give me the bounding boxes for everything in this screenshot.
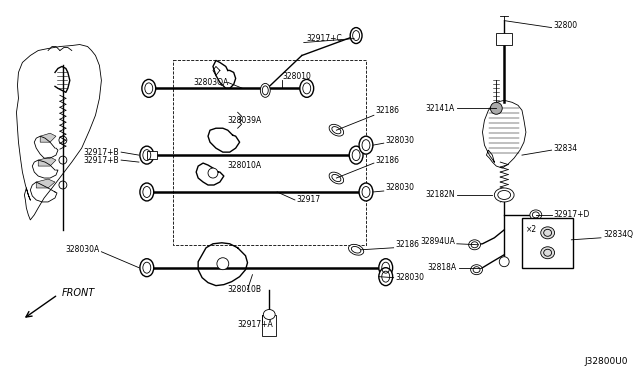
Bar: [522, 218, 573, 268]
Text: 32917+B: 32917+B: [84, 148, 119, 157]
Polygon shape: [36, 179, 55, 188]
Ellipse shape: [541, 247, 555, 259]
Text: 32186: 32186: [376, 155, 400, 164]
Text: 328010B: 328010B: [228, 285, 262, 294]
Ellipse shape: [470, 265, 483, 275]
Ellipse shape: [530, 210, 541, 220]
Text: 328030A: 328030A: [65, 245, 99, 254]
Text: 328030: 328030: [386, 183, 415, 192]
Ellipse shape: [349, 146, 363, 164]
Text: 32917+D: 32917+D: [554, 211, 590, 219]
Text: 328030: 328030: [396, 273, 424, 282]
Polygon shape: [40, 133, 56, 142]
Text: 32186: 32186: [396, 240, 420, 249]
Ellipse shape: [359, 183, 373, 201]
Text: 32834: 32834: [554, 144, 578, 153]
Circle shape: [499, 257, 509, 267]
Polygon shape: [38, 157, 56, 166]
Circle shape: [490, 102, 502, 114]
Circle shape: [217, 258, 228, 270]
Bar: [262, 314, 276, 336]
Ellipse shape: [329, 124, 344, 136]
Ellipse shape: [349, 244, 364, 255]
Text: 32834Q: 32834Q: [603, 230, 633, 239]
Ellipse shape: [142, 79, 156, 97]
Ellipse shape: [140, 146, 154, 164]
Text: 328039A: 328039A: [228, 116, 262, 125]
Ellipse shape: [140, 259, 154, 277]
Bar: [173, 61, 366, 245]
Text: J32800U0: J32800U0: [584, 357, 628, 366]
Ellipse shape: [359, 136, 373, 154]
Ellipse shape: [541, 227, 555, 239]
Circle shape: [208, 168, 218, 178]
Ellipse shape: [379, 259, 393, 277]
Text: 32141A: 32141A: [426, 104, 455, 113]
Text: 32917+A: 32917+A: [237, 320, 273, 329]
Ellipse shape: [329, 172, 344, 184]
Ellipse shape: [379, 268, 393, 286]
Text: 32894UA: 32894UA: [420, 237, 455, 246]
Text: 32917+B: 32917+B: [84, 155, 119, 164]
Text: ×2: ×2: [526, 225, 537, 234]
Bar: [496, 33, 512, 45]
Ellipse shape: [260, 83, 270, 97]
Text: FRONT: FRONT: [62, 288, 95, 298]
Text: 32182N: 32182N: [425, 190, 455, 199]
Ellipse shape: [350, 28, 362, 44]
Ellipse shape: [140, 183, 154, 201]
Ellipse shape: [263, 310, 275, 320]
Ellipse shape: [494, 188, 514, 202]
Text: 32917: 32917: [297, 195, 321, 205]
Text: 32803QA: 32803QA: [193, 78, 228, 87]
Text: 32917+C: 32917+C: [307, 34, 342, 43]
Bar: [147, 151, 157, 159]
Text: 328030: 328030: [386, 136, 415, 145]
Ellipse shape: [300, 79, 314, 97]
Text: 328010: 328010: [282, 72, 311, 81]
Text: 32818A: 32818A: [428, 263, 457, 272]
Text: 328010A: 328010A: [228, 161, 262, 170]
Text: 32800: 32800: [554, 21, 578, 30]
Ellipse shape: [468, 240, 481, 250]
Text: 32186: 32186: [376, 106, 400, 115]
